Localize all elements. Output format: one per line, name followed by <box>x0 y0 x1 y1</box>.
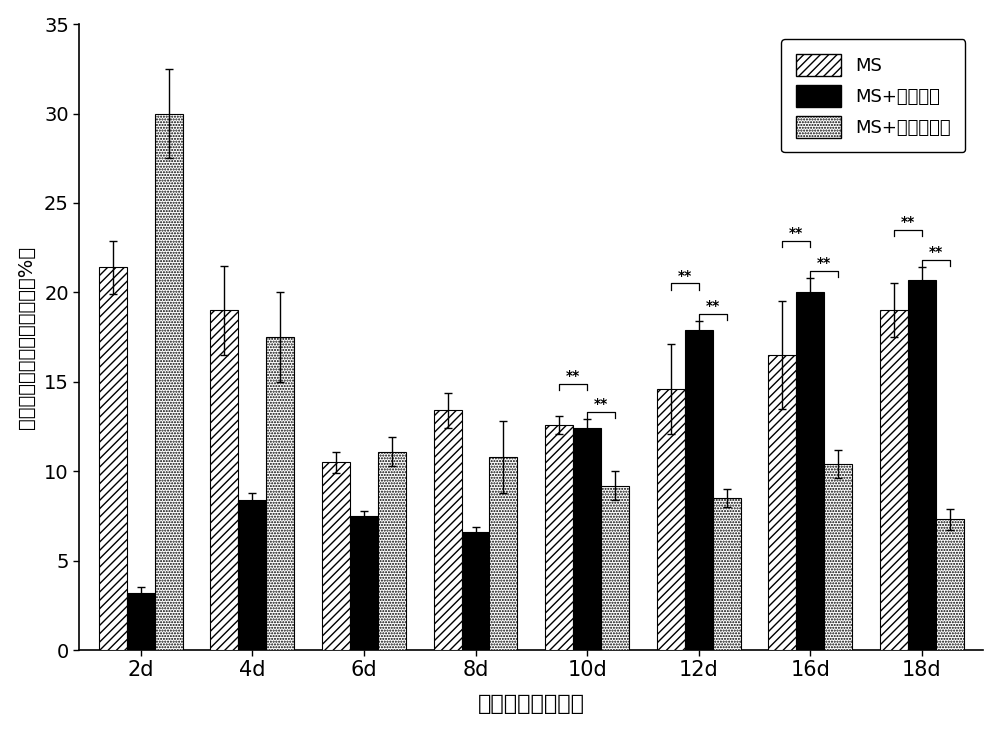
Bar <box>573 428 601 650</box>
Text: **: ** <box>706 299 720 313</box>
Bar <box>768 355 796 650</box>
Text: **: ** <box>678 268 692 283</box>
Bar <box>155 113 183 650</box>
Bar <box>880 310 908 650</box>
Bar <box>99 268 127 650</box>
Text: **: ** <box>929 246 943 260</box>
Legend: MS, MS+抗坏血酸, MS+抗坏血酸钙: MS, MS+抗坏血酸, MS+抗坏血酸钙 <box>781 39 965 153</box>
Bar <box>489 457 517 650</box>
Bar <box>601 485 629 650</box>
Text: **: ** <box>789 226 804 240</box>
Bar <box>685 330 713 650</box>
Bar <box>796 292 824 650</box>
Bar <box>322 462 350 650</box>
Bar <box>713 498 741 650</box>
Bar <box>350 516 378 650</box>
Bar <box>657 389 685 650</box>
Text: **: ** <box>594 398 608 412</box>
Bar <box>545 425 573 650</box>
Text: **: ** <box>566 368 580 383</box>
Bar <box>127 593 155 650</box>
Bar <box>824 464 852 650</box>
Bar <box>908 280 936 650</box>
Bar <box>210 310 238 650</box>
Bar <box>378 452 406 650</box>
Bar <box>462 532 489 650</box>
X-axis label: 悬浮细胞培养天数: 悬浮细胞培养天数 <box>478 694 585 714</box>
Y-axis label: 悬浮细胞褐化现象增加程度（%）: 悬浮细胞褐化现象增加程度（%） <box>17 246 36 428</box>
Text: **: ** <box>901 215 915 229</box>
Bar <box>266 337 294 650</box>
Bar <box>434 410 462 650</box>
Bar <box>936 520 964 650</box>
Text: **: ** <box>817 256 831 270</box>
Bar <box>238 500 266 650</box>
